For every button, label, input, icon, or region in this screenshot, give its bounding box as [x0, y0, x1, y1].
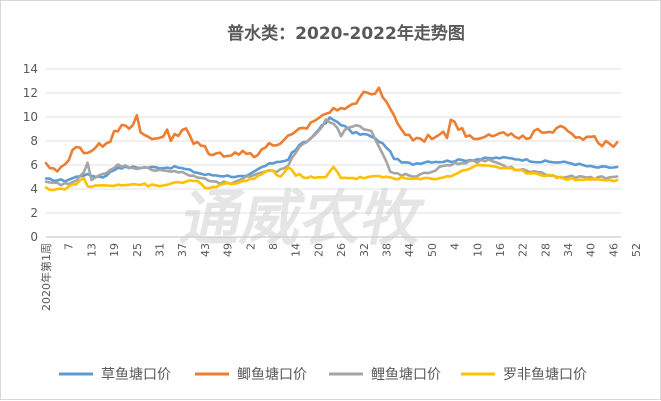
x-tick-label: 2: [244, 243, 257, 250]
legend-label: 罗非鱼塘口价: [503, 366, 587, 383]
x-axis-tick-labels: 2020年第1周 7 13 19 25 31 37 43 49 2 8 14 20 26 32 38 44 50 4…: [39, 243, 643, 311]
x-tick-label: 52: [630, 243, 643, 257]
series-lines: [44, 86, 619, 192]
series-line: [44, 118, 619, 187]
chart-title: 普水类：2020-2022年走势图: [227, 23, 465, 44]
series-line: [44, 163, 619, 192]
x-tick-label: 2020年第1周: [39, 243, 53, 311]
legend-label: 鲤鱼塘口价: [371, 366, 441, 383]
x-tick-label: 37: [176, 243, 189, 257]
x-tick-label: 25: [131, 243, 144, 257]
x-tick-label: 40: [585, 243, 598, 257]
y-tick-label: 10: [23, 110, 38, 124]
x-tick-label: 10: [471, 243, 484, 257]
x-tick-label: 34: [562, 243, 575, 257]
x-tick-label: 49: [222, 243, 235, 257]
y-tick-label: 8: [30, 134, 38, 148]
legend: 草鱼塘口价 鲫鱼塘口价 鲤鱼塘口价 罗非鱼塘口价: [59, 366, 587, 383]
x-tick-label: 22: [517, 243, 530, 257]
x-tick-label: 14: [290, 243, 303, 257]
x-tick-label: 13: [85, 243, 98, 257]
x-tick-label: 38: [380, 243, 393, 257]
y-tick-label: 12: [23, 86, 38, 100]
legend-label: 草鱼塘口价: [101, 366, 171, 383]
x-tick-label: 16: [494, 243, 507, 257]
x-tick-label: 7: [63, 243, 76, 250]
x-tick-label: 44: [403, 243, 416, 257]
x-tick-label: 32: [358, 243, 371, 257]
x-tick-label: 43: [199, 243, 212, 257]
x-tick-label: 46: [607, 243, 620, 257]
y-tick-label: 0: [30, 230, 38, 244]
x-tick-label: 31: [153, 243, 166, 257]
y-axis-tick-labels: 0 2 4 6 8 10 12 14: [23, 62, 38, 244]
x-tick-label: 26: [335, 243, 348, 257]
watermark: 通威农牧: [175, 185, 430, 254]
y-tick-label: 6: [30, 158, 38, 172]
x-tick-label: 28: [539, 243, 552, 257]
legend-label: 鲫鱼塘口价: [237, 366, 307, 383]
y-tick-label: 2: [30, 206, 38, 220]
y-tick-label: 14: [23, 62, 38, 76]
x-tick-label: 20: [312, 243, 325, 257]
x-tick-label: 4: [449, 243, 462, 250]
gridlines: [46, 68, 621, 238]
series-line: [44, 86, 619, 173]
x-tick-label: 50: [426, 243, 439, 257]
x-tick-label: 8: [267, 243, 280, 250]
y-tick-label: 4: [30, 182, 38, 196]
x-tick-label: 19: [108, 243, 121, 257]
